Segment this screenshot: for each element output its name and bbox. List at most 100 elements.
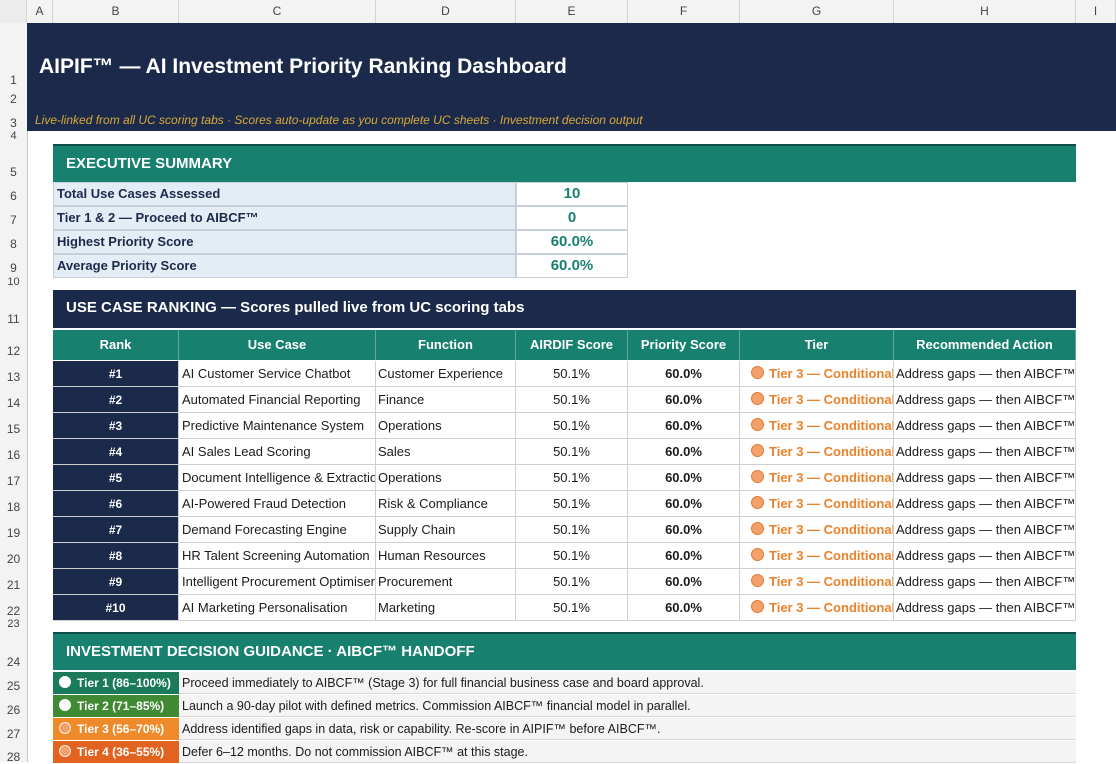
use-case-cell[interactable]: HR Talent Screening Automation (179, 543, 376, 569)
guidance-text-cell[interactable]: Proceed immediately to AIBCF™ (Stage 3) … (179, 672, 1076, 694)
airdif-score-cell[interactable]: 50.1% (516, 361, 628, 387)
row-header[interactable]: 13 (6, 370, 21, 384)
row-header[interactable]: 2 (10, 92, 17, 106)
function-cell[interactable]: Human Resources (376, 543, 516, 569)
summary-label[interactable]: Average Priority Score (53, 254, 516, 278)
rank-cell[interactable]: #3 (53, 413, 179, 439)
airdif-score-cell[interactable]: 50.1% (516, 465, 628, 491)
row-header[interactable]: 17 (6, 474, 21, 488)
select-all-corner[interactable] (0, 0, 27, 23)
column-use-case-header[interactable]: Use Case (179, 330, 376, 360)
recommended-action-cell[interactable]: Address gaps — then AIBCF™ (894, 569, 1076, 595)
column-header-f[interactable]: F (628, 0, 740, 23)
airdif-score-cell[interactable]: 50.1% (516, 413, 628, 439)
tier-cell[interactable]: Tier 3 — Conditional (740, 439, 894, 465)
guidance-text-cell[interactable]: Launch a 90-day pilot with defined metri… (179, 695, 1076, 717)
guidance-tier-cell[interactable]: Tier 2 (71–85%) (53, 695, 179, 717)
airdif-score-cell[interactable]: 50.1% (516, 491, 628, 517)
row-header[interactable]: 28 (6, 750, 21, 764)
rank-cell[interactable]: #8 (53, 543, 179, 569)
function-cell[interactable]: Sales (376, 439, 516, 465)
rank-cell[interactable]: #4 (53, 439, 179, 465)
use-case-cell[interactable]: AI Customer Service Chatbot (179, 361, 376, 387)
row-header[interactable]: 8 (10, 237, 17, 251)
recommended-action-cell[interactable]: Address gaps — then AIBCF™ (894, 413, 1076, 439)
tier-cell[interactable]: Tier 3 — Conditional (740, 465, 894, 491)
tier-cell[interactable]: Tier 3 — Conditional (740, 517, 894, 543)
priority-score-cell[interactable]: 60.0% (628, 439, 740, 465)
rank-cell[interactable]: #7 (53, 517, 179, 543)
use-case-cell[interactable]: Automated Financial Reporting (179, 387, 376, 413)
priority-score-cell[interactable]: 60.0% (628, 517, 740, 543)
column-header-b[interactable]: B (53, 0, 179, 23)
row-header[interactable]: 16 (6, 448, 21, 462)
column-header-c[interactable]: C (179, 0, 376, 23)
function-cell[interactable]: Operations (376, 465, 516, 491)
column-header-i[interactable]: I (1076, 0, 1116, 23)
guidance-tier-cell[interactable]: Tier 3 (56–70%) (53, 718, 179, 740)
row-header[interactable]: 23 (7, 618, 20, 630)
priority-score-cell[interactable]: 60.0% (628, 569, 740, 595)
guidance-text-cell[interactable]: Address identified gaps in data, risk or… (179, 718, 1076, 740)
summary-label[interactable]: Highest Priority Score (53, 230, 516, 254)
guidance-text-cell[interactable]: Defer 6–12 months. Do not commission AIB… (179, 741, 1076, 763)
use-case-cell[interactable]: AI Marketing Personalisation (179, 595, 376, 621)
column-header-a[interactable]: A (27, 0, 53, 23)
summary-value[interactable]: 60.0% (516, 254, 628, 278)
row-header[interactable]: 14 (6, 396, 21, 410)
rank-cell[interactable]: #10 (53, 595, 179, 621)
row-header[interactable]: 4 (10, 130, 17, 142)
function-cell[interactable]: Finance (376, 387, 516, 413)
row-header[interactable]: 5 (10, 165, 17, 179)
airdif-score-cell[interactable]: 50.1% (516, 387, 628, 413)
column-function-header[interactable]: Function (376, 330, 516, 360)
row-header[interactable]: 26 (6, 703, 21, 717)
column-header-h[interactable]: H (894, 0, 1076, 23)
summary-value[interactable]: 0 (516, 206, 628, 230)
airdif-score-cell[interactable]: 50.1% (516, 595, 628, 621)
function-cell[interactable]: Supply Chain (376, 517, 516, 543)
summary-value[interactable]: 10 (516, 182, 628, 206)
row-header[interactable]: 25 (6, 679, 21, 693)
use-case-cell[interactable]: AI-Powered Fraud Detection (179, 491, 376, 517)
priority-score-cell[interactable]: 60.0% (628, 465, 740, 491)
tier-cell[interactable]: Tier 3 — Conditional (740, 387, 894, 413)
use-case-cell[interactable]: Predictive Maintenance System (179, 413, 376, 439)
summary-label[interactable]: Tier 1 & 2 — Proceed to AIBCF™ (53, 206, 516, 230)
guidance-tier-cell[interactable]: Tier 1 (86–100%) (53, 672, 179, 694)
tier-cell[interactable]: Tier 3 — Conditional (740, 543, 894, 569)
row-header[interactable]: 27 (6, 727, 21, 741)
function-cell[interactable]: Operations (376, 413, 516, 439)
tier-cell[interactable]: Tier 3 — Conditional (740, 595, 894, 621)
priority-score-cell[interactable]: 60.0% (628, 361, 740, 387)
row-header[interactable]: 11 (7, 312, 20, 326)
function-cell[interactable]: Customer Experience (376, 361, 516, 387)
airdif-score-cell[interactable]: 50.1% (516, 543, 628, 569)
rank-cell[interactable]: #5 (53, 465, 179, 491)
row-header[interactable]: 10 (7, 276, 20, 288)
column-action-header[interactable]: Recommended Action (894, 330, 1076, 360)
row-header[interactable]: 15 (6, 422, 21, 436)
row-header[interactable]: 7 (10, 213, 17, 227)
row-header[interactable]: 24 (6, 655, 21, 669)
priority-score-cell[interactable]: 60.0% (628, 387, 740, 413)
recommended-action-cell[interactable]: Address gaps — then AIBCF™ (894, 517, 1076, 543)
column-header-e[interactable]: E (516, 0, 628, 23)
summary-value[interactable]: 60.0% (516, 230, 628, 254)
use-case-cell[interactable]: AI Sales Lead Scoring (179, 439, 376, 465)
row-header[interactable]: 3 (10, 116, 17, 130)
row-header[interactable]: 21 (6, 578, 21, 592)
recommended-action-cell[interactable]: Address gaps — then AIBCF™ (894, 595, 1076, 621)
use-case-cell[interactable]: Intelligent Procurement Optimiser (179, 569, 376, 595)
column-tier-header[interactable]: Tier (740, 330, 894, 360)
rank-cell[interactable]: #9 (53, 569, 179, 595)
function-cell[interactable]: Procurement (376, 569, 516, 595)
recommended-action-cell[interactable]: Address gaps — then AIBCF™ (894, 491, 1076, 517)
recommended-action-cell[interactable]: Address gaps — then AIBCF™ (894, 543, 1076, 569)
function-cell[interactable]: Risk & Compliance (376, 491, 516, 517)
priority-score-cell[interactable]: 60.0% (628, 543, 740, 569)
airdif-score-cell[interactable]: 50.1% (516, 569, 628, 595)
recommended-action-cell[interactable]: Address gaps — then AIBCF™ (894, 465, 1076, 491)
tier-cell[interactable]: Tier 3 — Conditional (740, 413, 894, 439)
function-cell[interactable]: Marketing (376, 595, 516, 621)
